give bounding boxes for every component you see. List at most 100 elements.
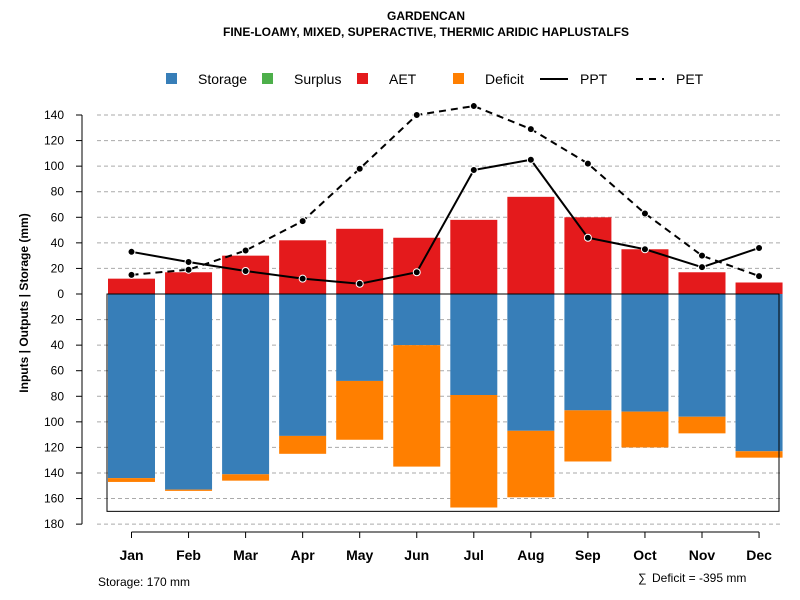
bar-storage-oct [621, 294, 669, 412]
y-tick-label-down-60: 60 [51, 364, 65, 378]
y-tick-label-down-180: 180 [44, 517, 64, 531]
x-tick-label-jul: Jul [464, 547, 484, 563]
bar-deficit-dec [735, 451, 783, 458]
ppt-point-sep [583, 233, 592, 242]
axes: 140 120 100 80 60 40 20 0 20 40 60 80 100 120 140 160 18… [44, 108, 772, 563]
legend: Storage Surplus AET Deficit PPT PET [166, 71, 704, 87]
pet-point-jun [412, 111, 421, 120]
storage-capacity-box [106, 293, 780, 512]
bar-aet-jul [450, 219, 498, 294]
y-tick-label-down-80: 80 [51, 389, 65, 403]
legend-label-surplus: Surplus [294, 71, 341, 87]
bar-aet-dec [735, 282, 783, 294]
pet-point-feb [184, 265, 193, 274]
bar-deficit-jul [450, 395, 498, 508]
bar-deficit-aug [507, 430, 555, 498]
x-tick-label-sep: Sep [575, 547, 601, 563]
pet-point-sep [583, 159, 592, 168]
bars [106, 196, 783, 512]
pet-line [131, 105, 760, 278]
y-tick-label-down-160: 160 [44, 492, 64, 506]
y-tick-label-up-60: 60 [51, 210, 65, 224]
bar-storage-jan [108, 294, 155, 479]
legend-label-pet: PET [676, 71, 704, 87]
bar-aet-sep [564, 217, 612, 294]
ppt-point-apr [298, 274, 307, 283]
pet-point-nov [698, 251, 706, 260]
x-tick-label-oct: Oct [633, 547, 657, 563]
pet-point-jan [127, 270, 136, 279]
ppt-line [131, 158, 760, 285]
y-axis-label: Inputs | Outputs | Storage (mm) [17, 213, 31, 392]
x-tick-label-feb: Feb [176, 547, 201, 563]
legend-swatch-aet [357, 73, 368, 84]
chart-subtitle: FINE-LOAMY, MIXED, SUPERACTIVE, THERMIC … [223, 25, 629, 39]
bar-storage-apr [279, 294, 327, 436]
ppt-point-aug [526, 155, 535, 164]
bar-deficit-mar [222, 474, 270, 481]
x-tick-label-jan: Jan [119, 547, 143, 563]
y-tick-label-down-100: 100 [44, 415, 64, 429]
x-tick-label-jun: Jun [404, 547, 429, 563]
legend-swatch-storage [166, 73, 177, 84]
bar-aet-jun [393, 237, 441, 294]
bar-deficit-feb [165, 489, 213, 491]
legend-swatch-surplus [262, 73, 273, 84]
bar-deficit-jan [108, 478, 155, 482]
bar-aet-jan [108, 278, 155, 294]
legend-swatch-deficit [453, 73, 464, 84]
legend-label-storage: Storage [198, 71, 247, 87]
y-tick-label-up-20: 20 [51, 261, 65, 275]
ppt-point-oct [640, 245, 649, 254]
pet-point-may [355, 164, 364, 173]
bar-storage-jul [450, 294, 498, 396]
legend-label-ppt: PPT [580, 71, 608, 87]
pet-point-oct [640, 209, 649, 218]
bar-deficit-sep [564, 410, 612, 462]
ppt-point-jan [127, 247, 136, 256]
bar-aet-aug [507, 196, 555, 294]
ppt-point-jul [469, 165, 478, 174]
x-tick-label-mar: Mar [233, 547, 258, 563]
bar-storage-mar [222, 294, 270, 475]
x-tick-label-may: May [346, 547, 373, 563]
bar-storage-aug [507, 294, 555, 431]
ppt-point-jun [412, 268, 421, 277]
pet-point-mar [241, 246, 250, 255]
bar-aet-apr [279, 240, 327, 294]
x-tick-label-dec: Dec [746, 547, 772, 563]
x-tick-label-nov: Nov [689, 547, 716, 563]
y-tick-label-up-40: 40 [51, 236, 65, 250]
y-tick-label-up-80: 80 [51, 185, 65, 199]
ppt-point-nov [698, 263, 706, 272]
bar-storage-dec [735, 294, 783, 452]
ppt-point-feb [184, 258, 193, 267]
bar-aet-oct [621, 249, 669, 294]
bar-deficit-nov [678, 416, 726, 434]
bar-deficit-oct [621, 411, 669, 448]
bar-storage-may [336, 294, 384, 381]
y-tick-label-down-20: 20 [51, 313, 65, 327]
ppt-point-mar [241, 266, 250, 275]
bar-deficit-may [336, 380, 384, 440]
chart-title: GARDENCAN [387, 9, 465, 23]
pet-point-apr [298, 217, 307, 226]
y-tick-label-up-100: 100 [44, 159, 64, 173]
bar-aet-nov [678, 272, 726, 294]
footer-deficit: Deficit = -395 mm [652, 571, 746, 585]
sum-symbol: ∑ [638, 571, 647, 585]
y-tick-label-down-120: 120 [44, 440, 64, 454]
y-tick-label-down-140: 140 [44, 466, 64, 480]
legend-label-deficit: Deficit [485, 71, 524, 87]
footer-storage: Storage: 170 mm [98, 575, 190, 589]
y-tick-label-up-120: 120 [44, 134, 64, 148]
y-tick-label-down-40: 40 [51, 338, 65, 352]
bar-aet-feb [165, 272, 213, 294]
pet-point-dec [755, 272, 764, 281]
x-tick-label-aug: Aug [517, 547, 544, 563]
bar-storage-nov [678, 294, 726, 417]
bar-storage-feb [165, 294, 213, 490]
bar-storage-jun [393, 294, 441, 346]
legend-label-aet: AET [389, 71, 417, 87]
